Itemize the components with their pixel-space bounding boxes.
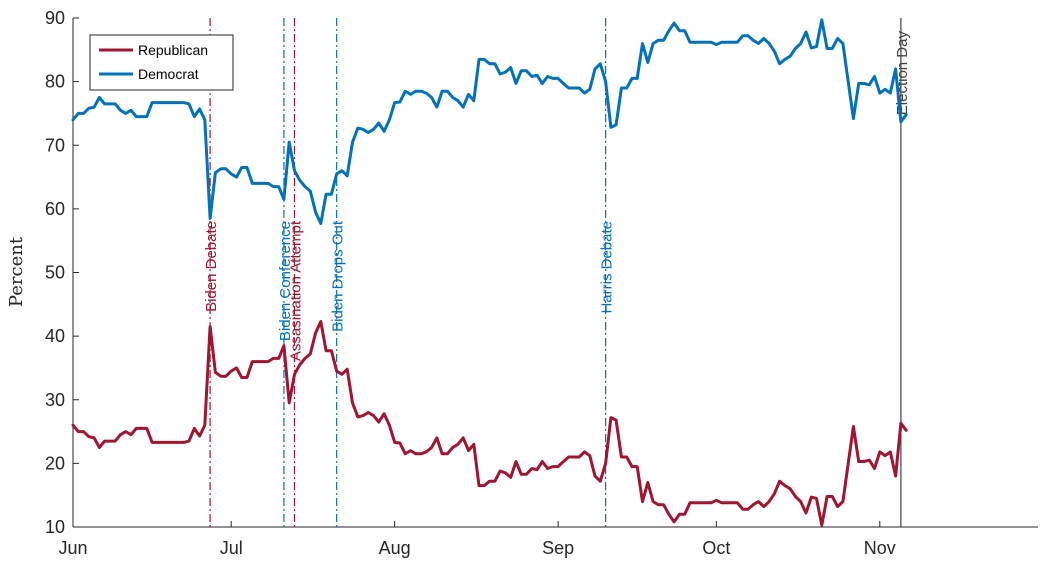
event-label: Biden Drops Out [330,220,347,332]
y-tick-label: 90 [45,8,65,28]
legend: Republican Democrat [89,34,234,91]
x-tick-label: Jun [58,538,87,558]
x-tick-label: Jul [220,538,243,558]
series-lines [71,18,908,527]
legend-label-democrat: Democrat [138,66,199,82]
x-tick-label: Aug [379,538,411,558]
event-label: Biden Debate [203,221,220,312]
x-tick-label: Nov [864,538,896,558]
y-tick-label: 20 [45,453,65,473]
legend-label-republican: Republican [138,42,208,58]
event-label: Assasination Attempt [287,220,304,361]
series-line-republican [71,320,908,527]
y-tick-label: 40 [45,326,65,346]
y-tick-label: 30 [45,390,65,410]
y-tick-label: 70 [45,135,65,155]
x-tick-label: Oct [702,538,730,558]
event-label: Harris Debate [599,221,616,314]
legend-box [89,34,234,91]
event-markers: Biden Debate Biden ConferenceAssasination… [203,18,911,527]
y-tick-label: 80 [45,72,65,92]
y-tick-label: 60 [45,199,65,219]
plot-area [73,18,1038,527]
y-tick-label: 50 [45,263,65,283]
event-label: Biden Conference [277,221,294,341]
x-tick-label: Sep [542,538,574,558]
axes-frame [72,18,1038,528]
tick-labels: 10 20 30 40 50 60 70 80 90 Jun Jul Aug Sep Oct Nov [45,8,896,558]
y-tick-label: 10 [45,517,65,537]
series-line-democrat [71,18,908,225]
y-axis-label: Percent [6,236,27,307]
